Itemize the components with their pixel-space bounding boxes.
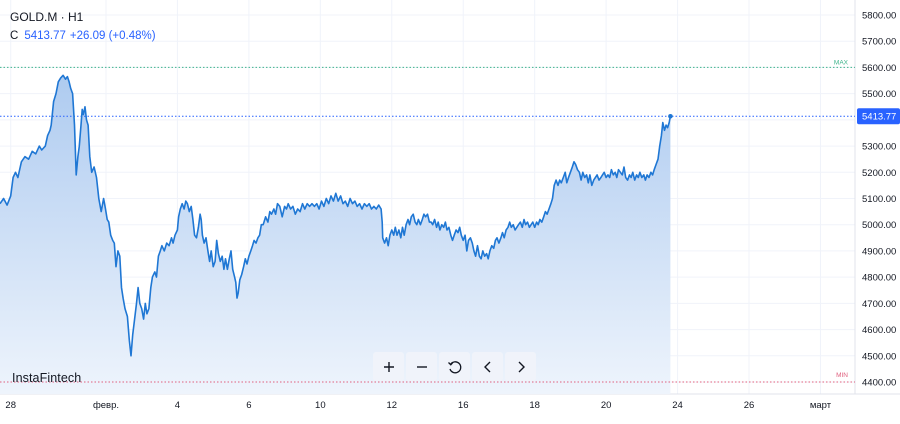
current-price-tag <box>857 108 900 125</box>
x-tick-label: 24 <box>672 400 683 411</box>
y-tick-label: 4600.00 <box>862 325 896 336</box>
change-value: +26.09 (+0.48%) <box>69 30 156 42</box>
zoom-in-button[interactable] <box>373 352 404 381</box>
reset-icon <box>447 360 461 373</box>
x-tick-label: 20 <box>601 400 612 411</box>
y-tick-label: 5600.00 <box>862 63 896 74</box>
scroll-left-button[interactable] <box>472 352 503 381</box>
symbol-title: GOLD.M · H1 <box>10 10 84 24</box>
x-tick-label: 4 <box>175 400 180 411</box>
y-tick-label: 5300.00 <box>862 142 896 153</box>
y-tick-label: 5100.00 <box>862 194 896 205</box>
minus-icon <box>416 365 427 368</box>
x-tick-label: февр. <box>93 400 119 411</box>
x-tick-label: 10 <box>315 400 326 411</box>
price-area-fill <box>0 75 671 395</box>
x-tick-label: 26 <box>744 400 755 411</box>
chevron-left-icon <box>483 361 490 372</box>
x-tick-label: 28 <box>5 400 16 411</box>
reference-lines: MAX MIN <box>0 59 855 383</box>
y-tick-label: 4800.00 <box>862 273 896 284</box>
current-price-tag-label: 5413.77 <box>862 112 896 123</box>
y-tick-label: 4700.00 <box>862 299 896 310</box>
close-value: 5413.77 <box>24 30 66 42</box>
y-tick-label: 5800.00 <box>862 11 896 22</box>
y-tick-label: 4900.00 <box>862 246 896 257</box>
y-tick-label: 5000.00 <box>862 220 896 231</box>
y-tick-label: 4500.00 <box>862 351 896 362</box>
plus-icon <box>383 361 394 372</box>
x-tick-label: 16 <box>458 400 469 411</box>
close-label: C <box>10 30 19 42</box>
x-axis: 28 февр. 4 6 10 12 16 18 20 24 26 март <box>5 400 831 411</box>
scroll-right-button[interactable] <box>505 352 536 381</box>
y-tick-label: 5700.00 <box>862 37 896 48</box>
reset-chart-button[interactable] <box>439 352 470 381</box>
chart-toolbar <box>373 352 536 381</box>
x-tick-label: 6 <box>246 400 251 411</box>
y-tick-label: 5200.00 <box>862 168 896 179</box>
x-tick-label: март <box>810 400 832 411</box>
y-tick-label: 5500.00 <box>862 89 896 100</box>
x-tick-label: 18 <box>529 400 540 411</box>
price-line <box>0 74 672 357</box>
y-tick-label: 4400.00 <box>862 378 896 389</box>
chevron-right-icon <box>518 361 525 372</box>
min-label: MIN <box>836 372 848 379</box>
last-point-marker <box>668 113 673 119</box>
quote-line: C 5413.77 +26.09 (+0.48%) <box>10 30 156 42</box>
price-tags: 5413.77 <box>668 108 900 125</box>
y-axis: 4400.00 4500.00 4600.00 4700.00 4800.00 4900.… <box>862 11 896 389</box>
max-label: MAX <box>834 59 849 66</box>
zoom-out-button[interactable] <box>406 352 437 381</box>
brand-logo: InstaFintech <box>12 371 82 385</box>
x-tick-label: 12 <box>386 400 397 411</box>
